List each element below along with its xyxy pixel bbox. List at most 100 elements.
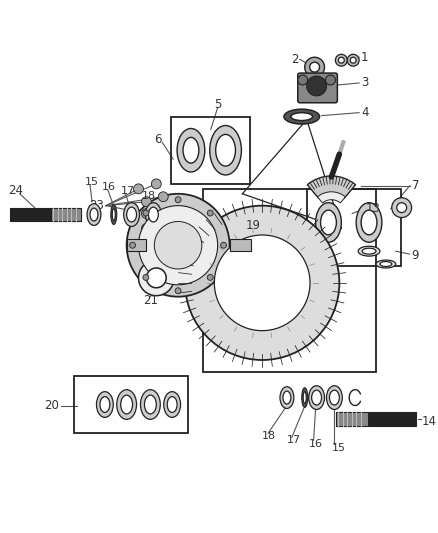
Ellipse shape <box>316 203 341 243</box>
Ellipse shape <box>361 210 377 235</box>
Circle shape <box>185 206 339 360</box>
Ellipse shape <box>164 392 180 417</box>
Text: 6: 6 <box>154 133 161 146</box>
Circle shape <box>153 216 163 227</box>
Ellipse shape <box>358 246 380 256</box>
Circle shape <box>325 75 336 85</box>
Text: 3: 3 <box>361 76 368 90</box>
Ellipse shape <box>356 203 382 243</box>
Circle shape <box>175 288 181 294</box>
Text: 15: 15 <box>332 443 346 453</box>
Ellipse shape <box>283 391 291 404</box>
Bar <box>307 189 401 266</box>
Ellipse shape <box>112 208 115 221</box>
Ellipse shape <box>321 210 336 235</box>
Text: 13: 13 <box>366 202 381 215</box>
Text: 24: 24 <box>8 184 23 197</box>
Wedge shape <box>318 192 346 203</box>
Text: 8: 8 <box>294 222 302 235</box>
Ellipse shape <box>141 390 160 419</box>
Text: 1: 1 <box>361 51 369 64</box>
Bar <box>74 376 188 433</box>
Circle shape <box>392 198 412 217</box>
Circle shape <box>310 62 320 72</box>
Ellipse shape <box>127 207 137 222</box>
Circle shape <box>397 203 406 213</box>
Circle shape <box>207 210 213 216</box>
Text: 20: 20 <box>45 399 60 412</box>
Bar <box>10 208 81 222</box>
Text: 7: 7 <box>412 180 419 192</box>
Circle shape <box>336 54 347 66</box>
Text: 5: 5 <box>214 98 221 111</box>
Wedge shape <box>307 176 356 198</box>
Text: 14: 14 <box>421 415 436 428</box>
Text: 16: 16 <box>309 439 323 449</box>
Ellipse shape <box>326 386 343 409</box>
Ellipse shape <box>100 397 110 413</box>
Text: 2: 2 <box>291 53 299 66</box>
Circle shape <box>339 57 344 63</box>
Bar <box>127 239 146 251</box>
Ellipse shape <box>380 262 392 266</box>
Bar <box>51 208 81 222</box>
Circle shape <box>152 179 161 189</box>
Ellipse shape <box>177 128 205 172</box>
Circle shape <box>134 184 144 194</box>
Circle shape <box>214 235 310 330</box>
Ellipse shape <box>362 248 376 254</box>
Text: 17: 17 <box>287 435 301 445</box>
Ellipse shape <box>215 134 236 166</box>
Circle shape <box>175 197 181 203</box>
Circle shape <box>130 243 135 248</box>
Circle shape <box>138 206 218 285</box>
Ellipse shape <box>145 203 161 227</box>
Ellipse shape <box>303 392 306 403</box>
Bar <box>171 117 250 184</box>
Ellipse shape <box>90 208 98 221</box>
Ellipse shape <box>329 390 339 405</box>
Circle shape <box>347 54 359 66</box>
Ellipse shape <box>376 260 396 268</box>
Text: 19: 19 <box>245 219 260 232</box>
Ellipse shape <box>148 207 158 222</box>
Circle shape <box>138 260 174 296</box>
Circle shape <box>158 192 168 201</box>
Circle shape <box>143 210 149 216</box>
Circle shape <box>141 208 152 219</box>
Circle shape <box>207 274 213 280</box>
Ellipse shape <box>210 125 241 175</box>
Ellipse shape <box>96 392 113 417</box>
Circle shape <box>298 75 307 85</box>
Ellipse shape <box>280 387 294 408</box>
Circle shape <box>305 57 325 77</box>
Circle shape <box>350 57 356 63</box>
Ellipse shape <box>145 395 156 414</box>
Ellipse shape <box>302 387 307 408</box>
Bar <box>336 413 368 426</box>
Bar <box>203 189 376 372</box>
Text: 15: 15 <box>85 177 99 187</box>
Ellipse shape <box>291 112 313 120</box>
Ellipse shape <box>183 138 199 163</box>
Circle shape <box>307 76 326 96</box>
Text: 21: 21 <box>143 294 158 307</box>
Text: 17: 17 <box>121 186 135 196</box>
Ellipse shape <box>121 395 133 414</box>
Ellipse shape <box>87 204 101 225</box>
Ellipse shape <box>111 205 117 224</box>
Circle shape <box>146 268 166 288</box>
FancyBboxPatch shape <box>298 73 337 103</box>
Circle shape <box>127 194 230 297</box>
Circle shape <box>221 243 226 248</box>
Text: 16: 16 <box>102 182 116 192</box>
Ellipse shape <box>284 109 320 124</box>
Ellipse shape <box>167 397 177 413</box>
Bar <box>336 413 416 426</box>
Circle shape <box>141 197 152 207</box>
Circle shape <box>154 222 202 269</box>
Ellipse shape <box>309 386 325 409</box>
Ellipse shape <box>312 390 321 405</box>
Ellipse shape <box>124 203 139 227</box>
Text: 18: 18 <box>262 431 276 441</box>
